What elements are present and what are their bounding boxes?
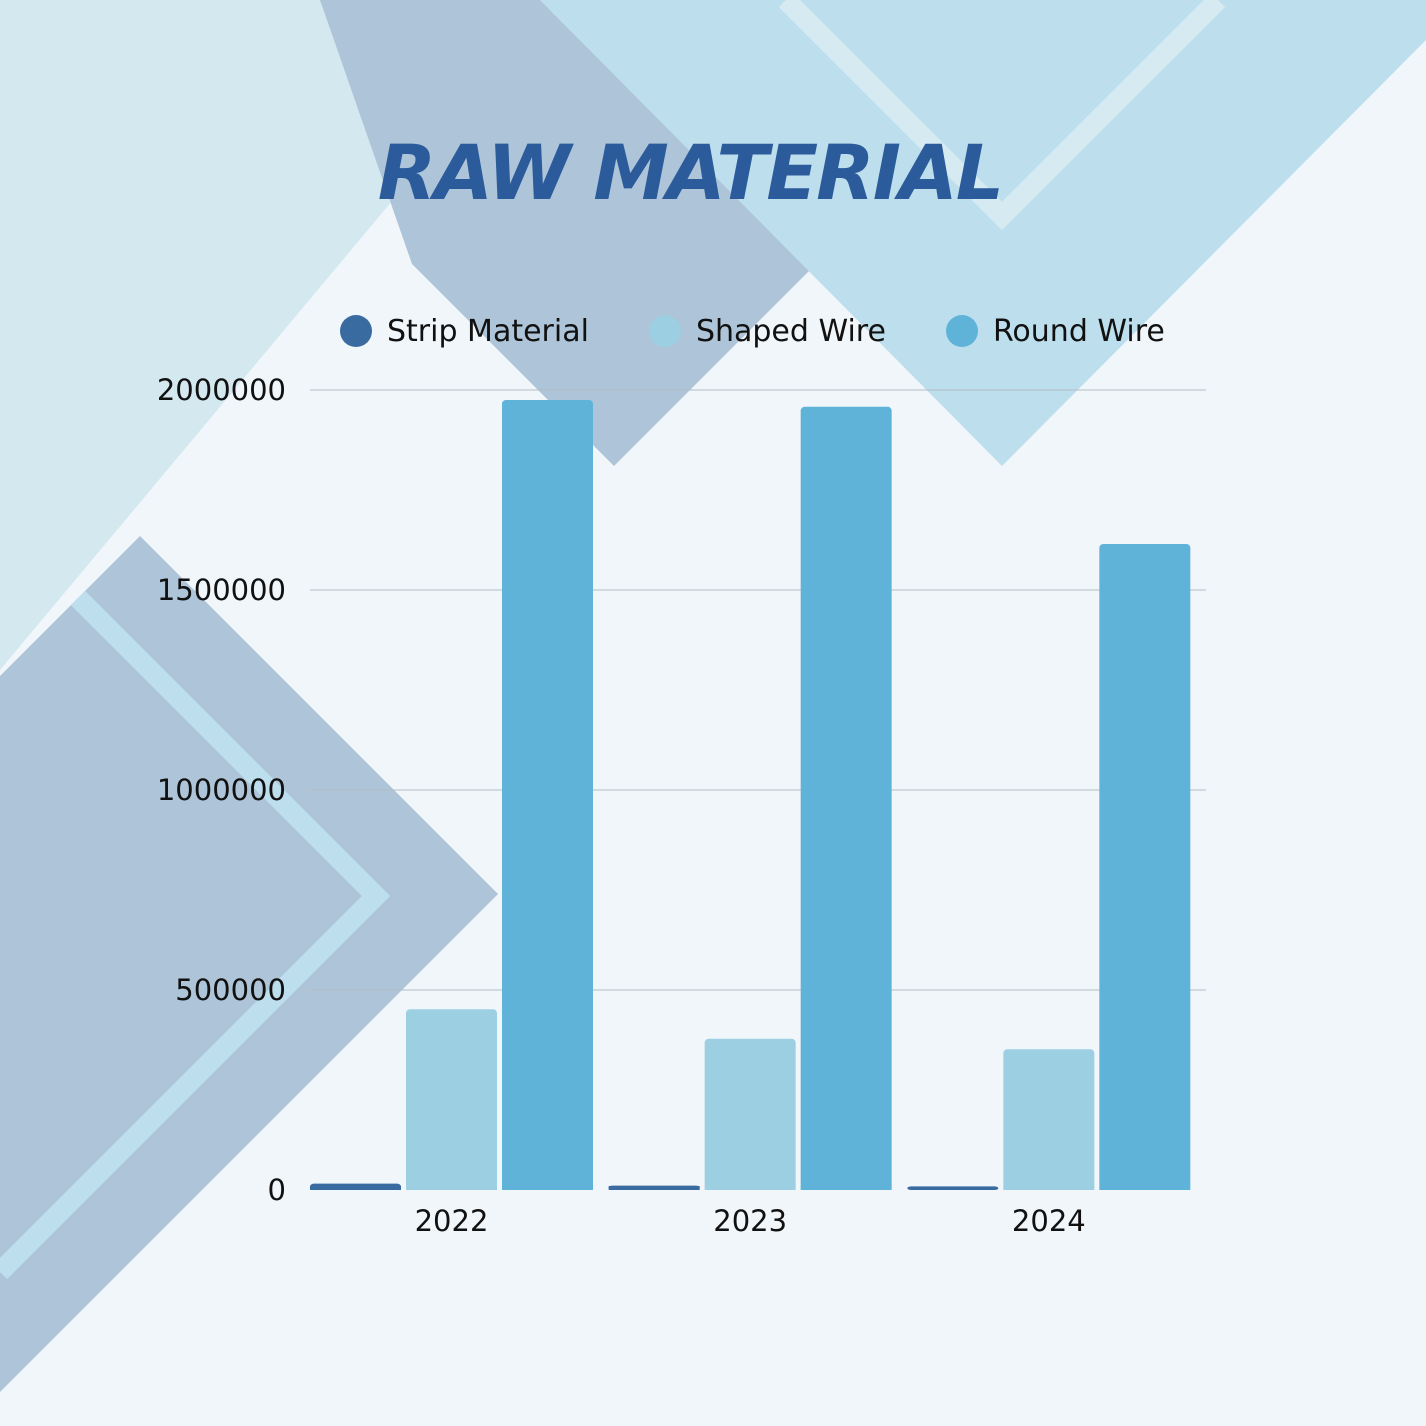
legend-item: Shaped Wire [648,313,886,349]
bg-diamond-mid-top [320,0,810,466]
bar [406,1009,497,1190]
y-tick-label: 500000 [175,973,286,1007]
bar [502,400,593,1190]
bar [907,1186,999,1190]
bar-base [704,1186,796,1190]
y-tick-label: 1500000 [157,573,286,607]
y-tick-label: 2000000 [157,373,286,407]
bg-diamond-sky-top [540,0,1426,466]
bar [800,406,892,1190]
legend-swatch [340,315,372,347]
y-tick-label: 0 [268,1173,286,1207]
bar [1099,544,1191,1190]
legend-swatch [945,315,978,347]
bar-base [608,1186,700,1190]
legend-swatch [648,315,681,347]
bar-base [1003,1186,1095,1190]
y-tick-label: 1000000 [157,773,286,807]
bar [704,1038,796,1190]
x-tick-label: 2024 [1012,1204,1086,1238]
bar-base [310,1186,401,1190]
legend-item: Round Wire [945,313,1165,349]
bar-base [800,1186,892,1190]
bar-base [406,1186,497,1190]
legend-item: Strip Material [340,314,589,349]
bar [1003,1049,1095,1190]
legend-label: Round Wire [992,313,1165,349]
bar-base [502,1186,593,1190]
x-tick-label: 2022 [415,1204,489,1238]
legend: Strip Material Shaped Wire Round Wire [340,308,1225,354]
x-tick-label: 2023 [713,1204,787,1238]
bg-chevron-line-top [778,0,1226,231]
legend-label: Strip Material [387,313,589,349]
bg-diamond-mid-left [0,536,498,1392]
bg-chevron-line-left [0,590,391,1280]
chart-title: RAW MATERIAL [377,128,1004,217]
legend-label: Shaped Wire [695,313,886,349]
bar-base [1099,1186,1191,1190]
